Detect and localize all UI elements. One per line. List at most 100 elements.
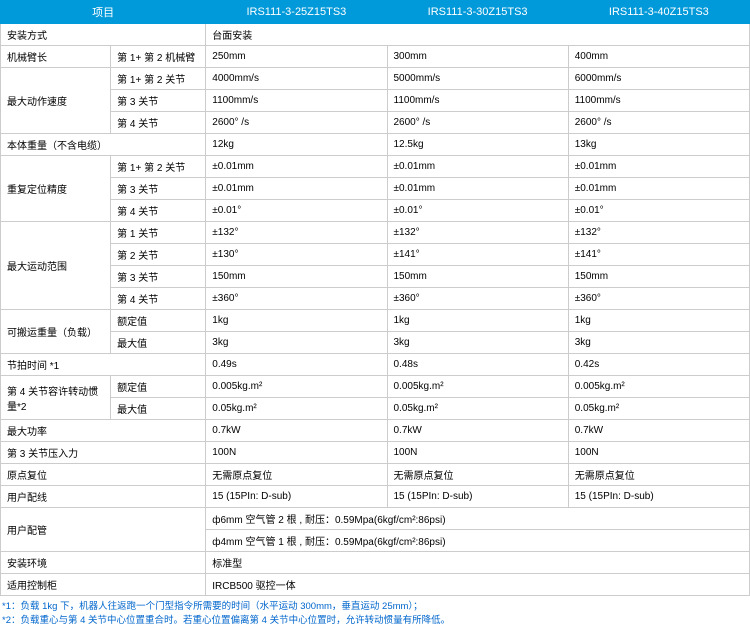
cell-sublabel: 额定值	[111, 310, 206, 332]
cell-value: 无需原点复位	[206, 464, 387, 486]
cell-value: 1kg	[206, 310, 387, 332]
cell-value: 0.7kW	[206, 420, 387, 442]
cell-label: 可搬运重量（负载）	[1, 310, 111, 354]
cell-value: 6000mm/s	[568, 68, 749, 90]
cell-value: 0.05kg.m²	[206, 398, 387, 420]
table-row: 第 3 关节1100mm/s1100mm/s1100mm/s	[1, 90, 750, 112]
cell-value: 150mm	[568, 266, 749, 288]
cell-value: 1100mm/s	[206, 90, 387, 112]
cell-label: 第 3 关节压入力	[1, 442, 206, 464]
cell-sublabel: 第 4 关节	[111, 112, 206, 134]
table-row: 适用控制柜IRCB500 驱控一体	[1, 574, 750, 596]
cell-value: 250mm	[206, 46, 387, 68]
cell-label: 原点复位	[1, 464, 206, 486]
cell-value: ±0.01°	[387, 200, 568, 222]
footnotes: *1：负载 1kg 下，机器人往返跑一个门型指令所需要的时间（水平运动 300m…	[0, 596, 750, 631]
cell-label: 最大动作速度	[1, 68, 111, 134]
cell-value: ±360°	[206, 288, 387, 310]
cell-value: ±0.01mm	[387, 178, 568, 200]
table-row: 最大动作速度第 1+ 第 2 关节4000mm/s5000mm/s6000mm/…	[1, 68, 750, 90]
table-row: 可搬运重量（负载）额定值1kg1kg1kg	[1, 310, 750, 332]
table-row: 用户配管ф6mm 空气管 2 根 , 耐压：0.59Mpa(6kgf/cm²:8…	[1, 508, 750, 530]
cell-label: 节拍时间 *1	[1, 354, 206, 376]
table-row: 第 3 关节压入力100N100N100N	[1, 442, 750, 464]
cell-label: 安装环境	[1, 552, 206, 574]
cell-value: 2600° /s	[206, 112, 387, 134]
header-model: IRS111-3-40Z15TS3	[568, 1, 749, 24]
table-row: 第 2 关节±130°±141°±141°	[1, 244, 750, 266]
table-row: 原点复位无需原点复位无需原点复位无需原点复位	[1, 464, 750, 486]
cell-label: 适用控制柜	[1, 574, 206, 596]
cell-label: 机械臂长	[1, 46, 111, 68]
header-model: IRS111-3-25Z15TS3	[206, 1, 387, 24]
cell-value: ±132°	[387, 222, 568, 244]
cell-value: 100N	[387, 442, 568, 464]
table-row: 第 4 关节±0.01°±0.01°±0.01°	[1, 200, 750, 222]
cell-value: 3kg	[387, 332, 568, 354]
table-row: 最大运动范围第 1 关节±132°±132°±132°	[1, 222, 750, 244]
cell-sublabel: 第 4 关节	[111, 200, 206, 222]
table-row: 安装环境标准型	[1, 552, 750, 574]
cell-value: 0.005kg.m²	[206, 376, 387, 398]
cell-value: 1100mm/s	[387, 90, 568, 112]
cell-value: 13kg	[568, 134, 749, 156]
cell-value: ±0.01mm	[206, 156, 387, 178]
cell-value: 2600° /s	[387, 112, 568, 134]
cell-value: ±132°	[206, 222, 387, 244]
table-row: 最大值3kg3kg3kg	[1, 332, 750, 354]
table-row: 重复定位精度第 1+ 第 2 关节±0.01mm±0.01mm±0.01mm	[1, 156, 750, 178]
cell-value: 无需原点复位	[568, 464, 749, 486]
cell-value: 4000mm/s	[206, 68, 387, 90]
cell-value: IRCB500 驱控一体	[206, 574, 750, 596]
cell-sublabel: 第 2 关节	[111, 244, 206, 266]
table-row: 第 3 关节150mm150mm150mm	[1, 266, 750, 288]
cell-sublabel: 第 3 关节	[111, 178, 206, 200]
cell-sublabel: 额定值	[111, 376, 206, 398]
cell-value: 0.49s	[206, 354, 387, 376]
cell-value: 15 (15PIn: D-sub)	[387, 486, 568, 508]
cell-value: 0.7kW	[568, 420, 749, 442]
cell-label: 安装方式	[1, 24, 206, 46]
cell-value: 15 (15PIn: D-sub)	[568, 486, 749, 508]
cell-sublabel: 第 1+ 第 2 关节	[111, 156, 206, 178]
cell-sublabel: 第 3 关节	[111, 266, 206, 288]
table-row: 最大功率0.7kW0.7kW0.7kW	[1, 420, 750, 442]
header-row: 项目 IRS111-3-25Z15TS3 IRS111-3-30Z15TS3 I…	[1, 1, 750, 24]
cell-sublabel: 第 1+ 第 2 机械臂	[111, 46, 206, 68]
cell-label: 用户配线	[1, 486, 206, 508]
cell-sublabel: 最大值	[111, 398, 206, 420]
cell-value: ±0.01mm	[387, 156, 568, 178]
cell-value: 0.005kg.m²	[387, 376, 568, 398]
table-row: 用户配线15 (15PIn: D-sub)15 (15PIn: D-sub)15…	[1, 486, 750, 508]
cell-value: ±130°	[206, 244, 387, 266]
cell-value: 0.005kg.m²	[568, 376, 749, 398]
cell-value: ±141°	[387, 244, 568, 266]
cell-label: 最大运动范围	[1, 222, 111, 310]
cell-value: ±0.01mm	[568, 178, 749, 200]
cell-value: 100N	[568, 442, 749, 464]
cell-value: ±0.01mm	[206, 178, 387, 200]
cell-value: ±0.01mm	[568, 156, 749, 178]
table-row: 机械臂长第 1+ 第 2 机械臂250mm300mm400mm	[1, 46, 750, 68]
cell-label: 本体重量（不含电缆）	[1, 134, 206, 156]
footnote-1: *1：负载 1kg 下，机器人往返跑一个门型指令所需要的时间（水平运动 300m…	[2, 600, 748, 614]
cell-value: ±132°	[568, 222, 749, 244]
cell-value: 0.05kg.m²	[568, 398, 749, 420]
cell-value: 15 (15PIn: D-sub)	[206, 486, 387, 508]
cell-value: 1100mm/s	[568, 90, 749, 112]
cell-value: 0.42s	[568, 354, 749, 376]
cell-value: 2600° /s	[568, 112, 749, 134]
cell-sublabel: 第 1 关节	[111, 222, 206, 244]
cell-label: 最大功率	[1, 420, 206, 442]
cell-value: 150mm	[206, 266, 387, 288]
cell-value: ф6mm 空气管 2 根 , 耐压：0.59Mpa(6kgf/cm²:86psi…	[206, 508, 750, 530]
spec-table: 项目 IRS111-3-25Z15TS3 IRS111-3-30Z15TS3 I…	[0, 0, 750, 596]
cell-value: 12.5kg	[387, 134, 568, 156]
cell-value: 标准型	[206, 552, 750, 574]
table-row: 第 4 关节容许转动惯量*2额定值0.005kg.m²0.005kg.m²0.0…	[1, 376, 750, 398]
cell-label: 用户配管	[1, 508, 206, 552]
table-row: 安装方式台面安装	[1, 24, 750, 46]
cell-value: 台面安装	[206, 24, 750, 46]
cell-value: 150mm	[387, 266, 568, 288]
cell-label: 重复定位精度	[1, 156, 111, 222]
